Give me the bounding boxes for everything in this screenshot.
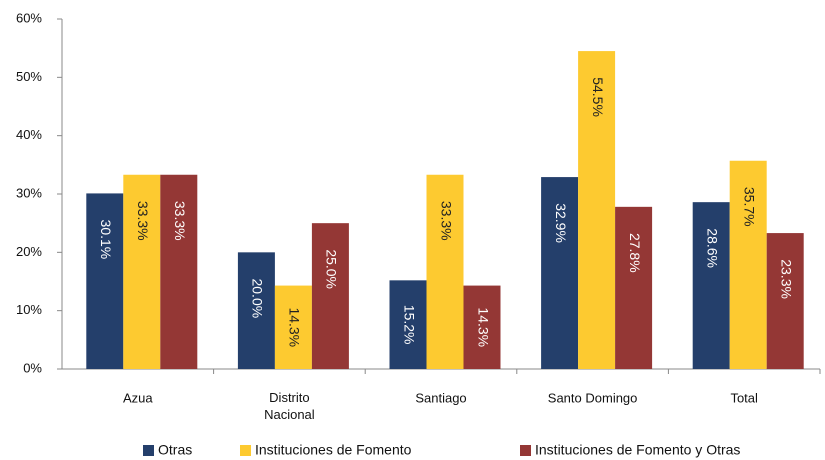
y-tick-label: 30% (16, 185, 42, 200)
value-label: 14.3% (287, 307, 303, 347)
value-label: 54.5% (590, 77, 606, 117)
bar (729, 160, 767, 369)
bar (578, 51, 616, 369)
value-label: 14.3% (475, 307, 491, 347)
legend-swatch (240, 445, 251, 456)
x-tick-label: Distrito Nacional (264, 390, 315, 422)
legend-swatch (143, 445, 154, 456)
y-tick-label: 60% (16, 10, 42, 25)
value-label: 28.6% (704, 228, 720, 268)
bar (426, 174, 464, 369)
x-tick-label: Total (730, 390, 758, 405)
value-label: 30.1% (98, 220, 114, 260)
bar (160, 174, 198, 369)
value-label: 33.3% (135, 201, 151, 241)
bar (541, 177, 579, 369)
legend-label: Instituciones de Fomento (255, 442, 412, 458)
bar (237, 252, 275, 369)
legend-swatch (520, 445, 531, 456)
legend-label: Instituciones de Fomento y Otras (535, 442, 740, 458)
value-label: 27.8% (627, 233, 643, 273)
y-tick-label: 0% (23, 360, 42, 375)
y-tick-label: 10% (16, 302, 42, 317)
bar (123, 174, 161, 369)
value-label: 15.2% (401, 305, 417, 345)
x-tick-label: Azua (123, 390, 153, 405)
bar (311, 223, 349, 369)
legend-label: Otras (158, 442, 192, 458)
bar (274, 285, 312, 369)
value-label: 33.3% (438, 201, 454, 241)
value-label: 25.0% (324, 249, 340, 289)
value-label: 20.0% (250, 278, 266, 318)
y-tick-label: 40% (16, 127, 42, 142)
bar (692, 202, 730, 369)
value-label: 23.3% (778, 259, 794, 299)
x-tick-label: Santiago (415, 390, 466, 405)
value-label: 33.3% (172, 201, 188, 241)
value-label: 35.7% (741, 187, 757, 227)
bar (86, 193, 124, 369)
bar (463, 285, 501, 369)
x-tick-label: Santo Domingo (548, 390, 638, 405)
y-tick-label: 50% (16, 69, 42, 84)
bar (389, 280, 427, 369)
bar (615, 206, 653, 369)
y-tick-label: 20% (16, 244, 42, 259)
value-label: 32.9% (553, 203, 569, 243)
bar (766, 233, 804, 369)
